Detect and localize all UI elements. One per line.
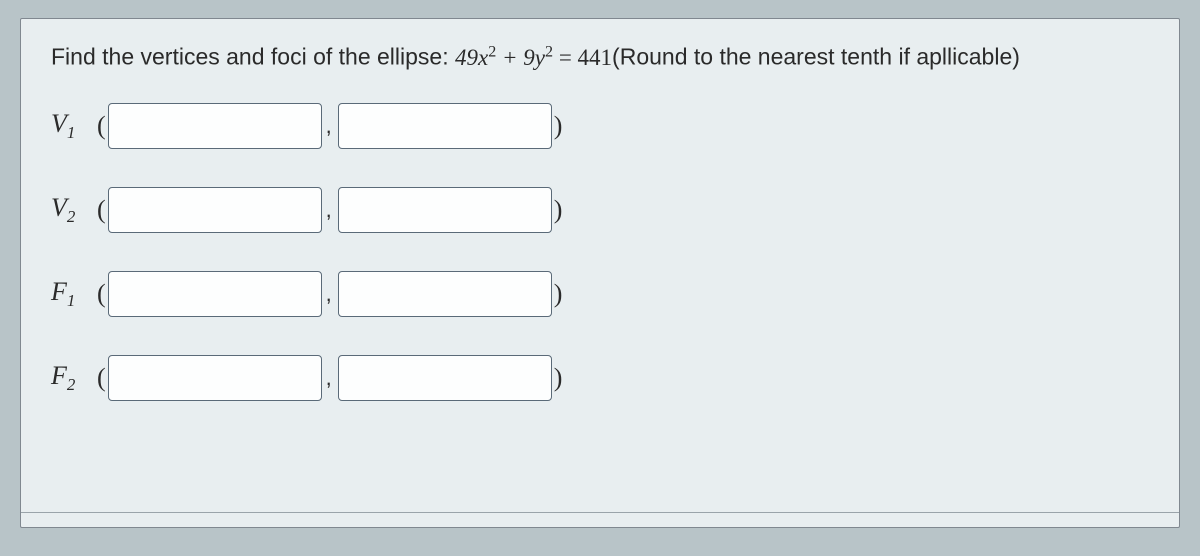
exp2: 2 bbox=[545, 43, 553, 60]
label-main: F bbox=[51, 361, 67, 390]
open-paren: ( bbox=[97, 111, 106, 141]
row-f2: F2 ( , ) bbox=[51, 355, 1149, 401]
open-paren: ( bbox=[97, 195, 106, 225]
var1: x bbox=[478, 45, 488, 70]
rhs: 441 bbox=[578, 45, 613, 70]
plus: + bbox=[496, 45, 523, 70]
input-f2-x[interactable] bbox=[108, 355, 322, 401]
label-v1: V1 bbox=[51, 109, 95, 143]
coef2: 9 bbox=[523, 45, 535, 70]
input-f1-y[interactable] bbox=[338, 271, 552, 317]
label-sub: 1 bbox=[67, 291, 75, 310]
open-paren: ( bbox=[97, 363, 106, 393]
label-v2: V2 bbox=[51, 193, 95, 227]
label-main: V bbox=[51, 109, 67, 138]
label-sub: 2 bbox=[67, 375, 75, 394]
question-card: Find the vertices and foci of the ellips… bbox=[20, 18, 1180, 528]
label-sub: 1 bbox=[67, 123, 75, 142]
input-v1-y[interactable] bbox=[338, 103, 552, 149]
input-v2-y[interactable] bbox=[338, 187, 552, 233]
input-f2-y[interactable] bbox=[338, 355, 552, 401]
label-main: F bbox=[51, 277, 67, 306]
input-f1-x[interactable] bbox=[108, 271, 322, 317]
comma: , bbox=[326, 281, 332, 307]
coef1: 49 bbox=[455, 45, 478, 70]
row-v1: V1 ( , ) bbox=[51, 103, 1149, 149]
row-f1: F1 ( , ) bbox=[51, 271, 1149, 317]
close-paren: ) bbox=[554, 111, 563, 141]
question-prefix: Find the vertices and foci of the ellips… bbox=[51, 44, 455, 70]
comma: , bbox=[326, 197, 332, 223]
label-sub: 2 bbox=[67, 207, 75, 226]
input-v2-x[interactable] bbox=[108, 187, 322, 233]
divider bbox=[21, 512, 1179, 513]
open-paren: ( bbox=[97, 279, 106, 309]
row-v2: V2 ( , ) bbox=[51, 187, 1149, 233]
equals: = bbox=[553, 45, 577, 70]
label-main: V bbox=[51, 193, 67, 222]
close-paren: ) bbox=[554, 363, 563, 393]
comma: , bbox=[326, 365, 332, 391]
close-paren: ) bbox=[554, 195, 563, 225]
comma: , bbox=[326, 113, 332, 139]
equation: 49x2 + 9y2 = 441 bbox=[455, 45, 612, 70]
label-f2: F2 bbox=[51, 361, 95, 395]
input-v1-x[interactable] bbox=[108, 103, 322, 149]
question-suffix: (Round to the nearest tenth if apllicabl… bbox=[612, 44, 1020, 70]
question-text: Find the vertices and foci of the ellips… bbox=[51, 43, 1149, 71]
close-paren: ) bbox=[554, 279, 563, 309]
label-f1: F1 bbox=[51, 277, 95, 311]
var2: y bbox=[535, 45, 545, 70]
